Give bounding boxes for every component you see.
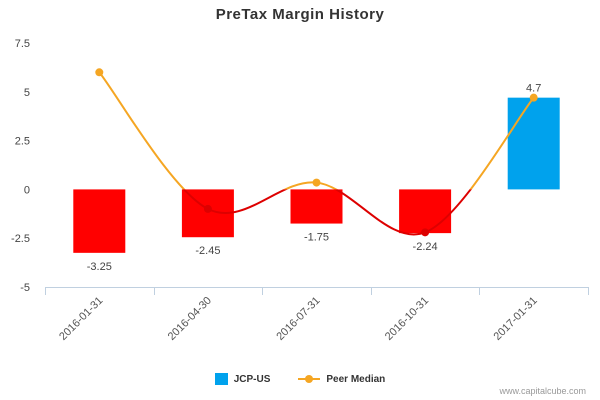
bar-data-label: 4.7 — [526, 83, 541, 95]
legend-item-peer-median[interactable]: Peer Median — [298, 373, 385, 385]
legend-swatch-jcp — [214, 373, 228, 385]
legend-label-jcp: JCP-US — [233, 373, 271, 385]
legend-marker-peer-median — [298, 373, 321, 385]
peer-median-line-below — [182, 189, 472, 236]
legend-label-peer-median: Peer Median — [326, 373, 386, 385]
peer-median-point — [95, 68, 104, 77]
x-tick-label: 2016-10-31 — [383, 295, 431, 343]
bar-data-label: -1.75 — [304, 232, 329, 244]
x-tick-label: 2016-07-31 — [274, 295, 322, 343]
peer-median-point — [529, 93, 538, 102]
y-tick-label: -2.5 — [11, 233, 30, 245]
bar — [290, 189, 343, 224]
legend-item-jcp[interactable]: JCP-US — [214, 373, 271, 385]
y-tick-label: 0 — [24, 184, 30, 196]
bar-layer — [73, 97, 560, 253]
credit-text: www.capitalcube.com — [499, 386, 586, 396]
x-tick-label: 2016-04-30 — [166, 295, 214, 343]
peer-median-point — [421, 228, 430, 237]
bar — [507, 97, 560, 190]
bar-data-label: -3.25 — [87, 261, 112, 273]
bar-data-label: -2.45 — [195, 245, 220, 257]
legend: JCP-US Peer Median — [0, 373, 600, 385]
y-tick-label: 7.5 — [15, 38, 30, 50]
peer-median-point — [312, 178, 321, 187]
bar — [399, 189, 452, 234]
y-tick-label: -5 — [20, 282, 30, 294]
bar-data-label: -2.24 — [413, 241, 438, 253]
bar — [73, 189, 126, 253]
peer-median-point — [203, 204, 212, 213]
line-layer — [95, 68, 538, 237]
chart-title: PreTax Margin History — [215, 6, 385, 23]
x-tick-label: 2017-01-31 — [492, 295, 540, 343]
y-tick-label: 5 — [24, 87, 30, 99]
y-tick-label: 2.5 — [15, 136, 30, 148]
x-tick-label: 2016-01-31 — [57, 295, 105, 343]
label-layer: -3.25 -2.45 -1.75 -2.24 4.7 — [87, 83, 542, 273]
